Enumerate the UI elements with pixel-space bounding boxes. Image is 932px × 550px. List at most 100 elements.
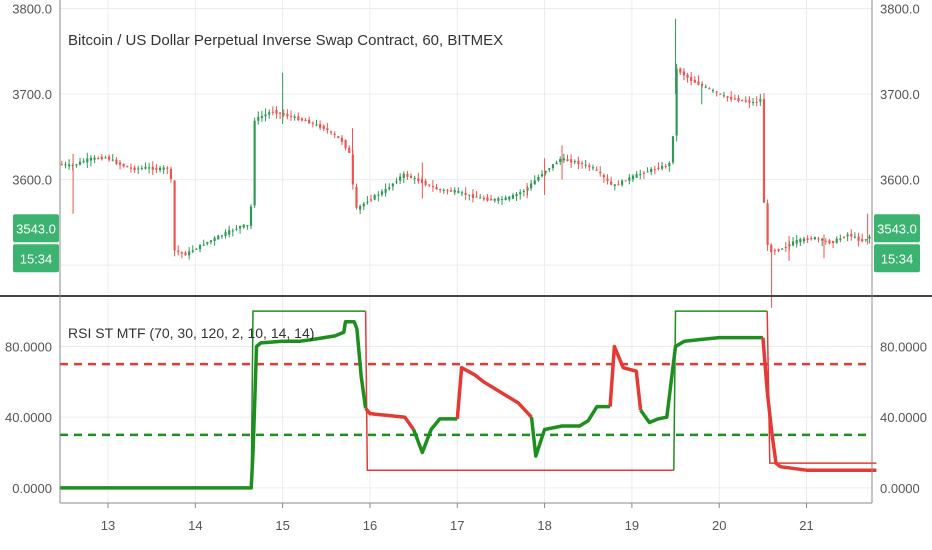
- candle-body: [508, 196, 511, 200]
- candle: [762, 93, 766, 203]
- candle-body: [198, 244, 202, 250]
- candle: [766, 199, 769, 251]
- candle-body: [122, 164, 125, 167]
- candle: [228, 225, 231, 238]
- candle-body: [297, 116, 300, 121]
- time-axis[interactable]: 13 14 15 16 17 18 19 20 21: [101, 503, 814, 533]
- candle: [213, 235, 216, 246]
- candle-body: [540, 174, 544, 177]
- candle-body: [646, 171, 649, 173]
- candle: [439, 188, 442, 193]
- candle-body: [249, 206, 253, 226]
- indicator-tick-label: 40.0000: [880, 410, 927, 425]
- candle: [217, 234, 220, 240]
- rsi-line: [529, 404, 611, 458]
- candle: [679, 67, 682, 75]
- candle-body: [606, 178, 609, 181]
- candle-body: [93, 157, 96, 160]
- candle: [380, 189, 384, 197]
- candle: [399, 173, 402, 185]
- candle: [515, 191, 518, 202]
- candle: [795, 235, 798, 248]
- candle: [246, 225, 249, 230]
- candle: [220, 234, 223, 239]
- candle-body: [839, 238, 842, 240]
- candle-body: [475, 196, 478, 198]
- candle: [417, 172, 420, 184]
- candle-body: [617, 184, 620, 186]
- candle: [162, 165, 165, 174]
- candle: [148, 162, 151, 174]
- candle: [344, 139, 347, 151]
- candle-body: [657, 167, 660, 170]
- candle-body: [548, 168, 551, 170]
- candle: [97, 156, 100, 160]
- candle: [497, 196, 500, 204]
- candle: [842, 236, 846, 239]
- candle: [639, 169, 642, 180]
- left-indicator-axis[interactable]: 80.0000 40.0000 0.0000: [5, 339, 52, 495]
- candle-body: [795, 239, 798, 244]
- candle: [209, 239, 213, 245]
- indicator-lines: [60, 319, 877, 490]
- candle-body: [610, 181, 613, 185]
- time-tick-label: 17: [450, 518, 464, 533]
- candle-body: [279, 112, 282, 114]
- candle-body: [777, 249, 780, 251]
- candle-body: [129, 167, 133, 169]
- candle-body: [711, 90, 715, 92]
- candle: [293, 114, 296, 121]
- candle: [744, 96, 747, 103]
- candle-body: [653, 169, 656, 171]
- candle-body: [631, 175, 635, 180]
- candle-body: [500, 199, 504, 201]
- candle-body: [126, 166, 129, 168]
- candle-body: [82, 161, 85, 163]
- level-lines: [60, 362, 872, 437]
- candle: [522, 188, 525, 197]
- candle: [850, 229, 853, 241]
- candle: [530, 179, 533, 191]
- candle-body: [759, 99, 762, 102]
- candle: [369, 194, 373, 203]
- candle-body: [766, 203, 769, 246]
- indicator-title: RSI ST MTF (70, 30, 120, 2, 10, 14, 14): [68, 325, 314, 341]
- candle-body: [639, 174, 642, 176]
- candle: [580, 160, 584, 169]
- candle-body: [602, 174, 605, 178]
- candle: [198, 244, 202, 253]
- candle: [839, 234, 842, 243]
- candle: [751, 98, 755, 106]
- candle-body: [751, 102, 755, 104]
- candle-body: [828, 240, 831, 244]
- indicator-pane[interactable]: RSI ST MTF (70, 30, 120, 2, 10, 14, 14): [60, 310, 877, 490]
- candle: [508, 195, 511, 202]
- candle: [548, 167, 551, 173]
- candle: [813, 236, 816, 241]
- candle-body: [209, 240, 213, 243]
- candle-body: [446, 190, 449, 192]
- candle-body: [253, 120, 256, 206]
- candle-body: [260, 116, 263, 118]
- candle-body: [573, 161, 576, 163]
- candle-body: [409, 175, 413, 178]
- right-indicator-axis[interactable]: 80.0000 40.0000 0.0000: [880, 339, 927, 495]
- candle-body: [184, 252, 187, 256]
- candle-body: [551, 164, 555, 169]
- candle-body: [115, 159, 118, 164]
- candle-body: [151, 166, 154, 170]
- candle-body: [806, 238, 809, 240]
- candle-body: [271, 111, 274, 113]
- candle-body: [140, 167, 143, 169]
- candle: [373, 193, 376, 201]
- candle-body: [642, 172, 645, 174]
- candle-body: [228, 230, 231, 235]
- price-pane[interactable]: Bitcoin / US Dollar Perpetual Inverse Sw…: [60, 18, 871, 308]
- candle: [78, 157, 82, 166]
- candle-body: [515, 193, 518, 197]
- candle-body: [89, 157, 93, 161]
- candle-body: [144, 166, 147, 169]
- candle: [835, 236, 838, 244]
- candle-body: [220, 235, 223, 237]
- candle: [184, 250, 187, 256]
